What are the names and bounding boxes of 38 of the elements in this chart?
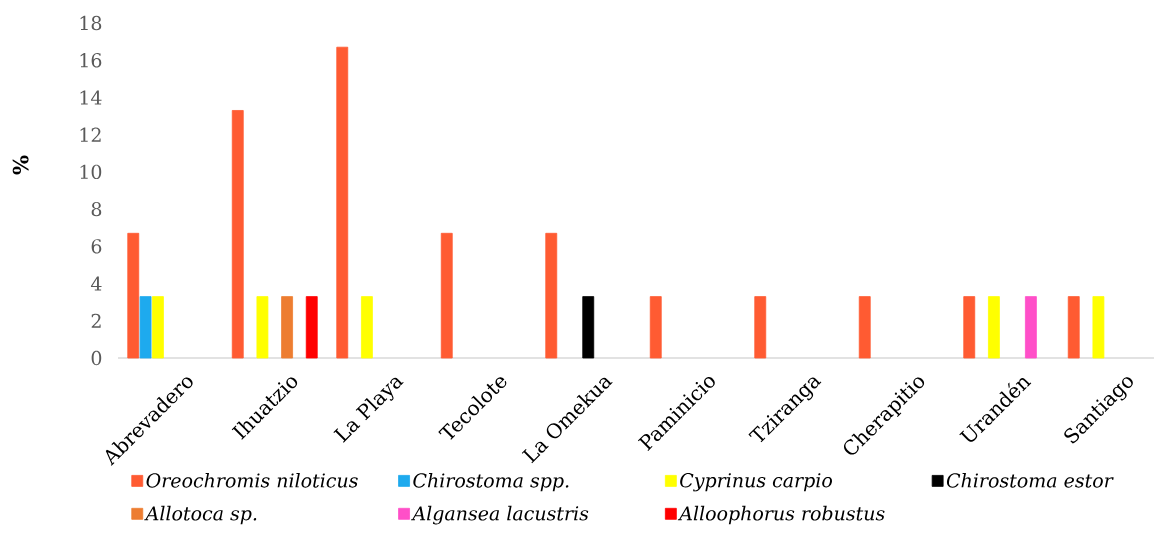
bar: [361, 296, 373, 359]
y-tick-label: 8: [91, 201, 102, 217]
bar: [139, 296, 152, 359]
bar: [281, 296, 293, 359]
y-tick-label: 2: [91, 313, 101, 328]
y-tick-label: 4: [90, 276, 102, 291]
bar: [256, 296, 269, 359]
bar: [231, 110, 244, 359]
bar: [336, 46, 349, 359]
bar: [582, 296, 595, 359]
bar: [754, 296, 767, 359]
y-tick-label: 6: [91, 239, 102, 254]
bar: [305, 296, 318, 359]
legend-label: Chirostoma spp.: [413, 472, 569, 492]
bar: [440, 232, 453, 359]
legend-label: Algansea lacustris: [411, 505, 589, 525]
y-tick-label: 16: [80, 53, 102, 68]
bar: [963, 296, 976, 359]
bar: [545, 232, 558, 359]
y-tick-label: 14: [80, 90, 102, 105]
legend-label: Chirostoma estor: [946, 472, 1114, 488]
legend-label: Oreochromis niloticus: [146, 472, 358, 488]
legend-label: Allotoca sp.: [144, 505, 257, 525]
bar: [649, 296, 662, 359]
y-tick-label: 18: [80, 15, 102, 31]
legend-label: Alloophorus robustus: [677, 505, 885, 525]
y-tick-label: 0: [91, 350, 102, 366]
bar: [127, 232, 140, 359]
legend-label: Cyprinus carpio: [680, 473, 832, 492]
bar: [1092, 296, 1105, 359]
y-tick-label: 10: [80, 164, 102, 180]
bar: [988, 296, 1000, 359]
bar: [858, 296, 871, 359]
y-axis-title: %: [12, 155, 29, 175]
y-tick-label: 12: [80, 127, 101, 142]
bar: [1025, 296, 1037, 359]
bar: [1067, 296, 1080, 359]
bar: [152, 296, 164, 359]
